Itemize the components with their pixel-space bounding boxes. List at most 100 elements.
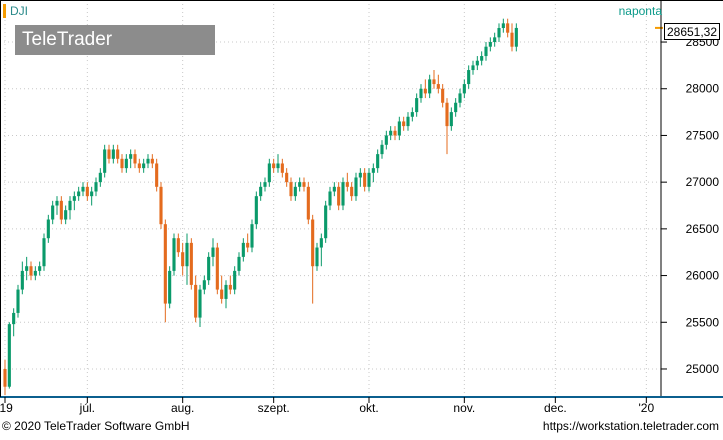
candle-up xyxy=(46,219,50,239)
x-tick-label: aug. xyxy=(171,401,194,415)
candle-up xyxy=(207,256,211,281)
candle-down xyxy=(194,284,198,318)
candle-up xyxy=(33,270,37,276)
candle-up xyxy=(98,172,102,183)
candle-up xyxy=(298,182,302,187)
candle-up xyxy=(64,210,68,220)
candle-up xyxy=(185,242,189,267)
candle-up xyxy=(514,27,518,47)
candle-up xyxy=(237,256,241,271)
y-tick-label: 26000 xyxy=(686,269,720,283)
candle-up xyxy=(103,149,107,173)
candle-up xyxy=(415,98,419,113)
candle-up xyxy=(77,191,81,197)
candle-up xyxy=(25,266,29,271)
candle-up xyxy=(7,324,11,387)
y-tick-label: 26500 xyxy=(686,222,720,236)
y-tick-label: 25000 xyxy=(686,362,720,376)
candle-up xyxy=(319,238,323,248)
x-tick-label: szept. xyxy=(258,401,290,415)
candle-up xyxy=(124,158,128,169)
watermark-brand: TeleTrader xyxy=(22,29,113,50)
candle-up xyxy=(94,182,98,192)
candle-up xyxy=(358,172,362,178)
period-label: naponta xyxy=(618,4,662,18)
x-tick-label: dec. xyxy=(544,401,567,415)
candle-up xyxy=(397,121,401,136)
candle-up xyxy=(406,116,410,127)
candle-down xyxy=(306,186,310,220)
candle-up xyxy=(267,163,271,183)
candle-down xyxy=(181,252,185,267)
candle-up xyxy=(146,158,150,164)
candle-up xyxy=(81,186,85,192)
x-tick-label: okt. xyxy=(359,401,378,415)
candle-down xyxy=(506,23,510,33)
candle-down xyxy=(345,182,349,187)
candle-up xyxy=(90,191,94,197)
candle-up xyxy=(12,312,16,325)
candle-up xyxy=(142,163,146,169)
candle-down xyxy=(402,121,406,127)
candle-down xyxy=(59,200,63,220)
x-tick-label: júl. xyxy=(79,401,95,415)
candle-down xyxy=(29,266,33,276)
candle-up xyxy=(198,289,202,318)
candle-down xyxy=(150,158,154,164)
candle-down xyxy=(441,88,445,103)
candle-up xyxy=(376,154,380,169)
candle-up xyxy=(211,247,215,257)
candle-down xyxy=(220,289,224,299)
y-tick-label: 27000 xyxy=(686,175,720,189)
candle-up xyxy=(42,238,46,267)
candle-down xyxy=(423,88,427,94)
candle-down xyxy=(163,224,167,304)
candle-up xyxy=(484,46,488,57)
candle-down xyxy=(510,32,514,47)
candle-up xyxy=(16,289,20,313)
candle-down xyxy=(107,149,111,159)
candle-down xyxy=(3,368,7,387)
candle-down xyxy=(272,163,276,169)
candle-up xyxy=(332,186,336,192)
candle-up xyxy=(250,224,254,248)
candle-up xyxy=(51,205,55,220)
candle-down xyxy=(280,163,284,173)
candles xyxy=(3,18,663,396)
candle-up xyxy=(497,28,501,38)
candle-up xyxy=(328,191,332,206)
candle-up xyxy=(471,65,475,71)
candle-up xyxy=(38,266,42,271)
candle-down xyxy=(436,84,440,89)
candle-up xyxy=(111,149,115,159)
candle-up xyxy=(501,23,505,29)
candle-down xyxy=(176,238,180,253)
candle-up xyxy=(276,163,280,169)
candle-down xyxy=(246,242,250,248)
candle-up xyxy=(259,186,263,197)
candle-up xyxy=(384,135,388,145)
candle-up xyxy=(354,177,358,197)
candle-up xyxy=(341,182,345,206)
candle-up xyxy=(202,280,206,290)
candle-down xyxy=(137,163,141,169)
x-tick-label: '19 xyxy=(0,401,13,415)
candle-up xyxy=(72,196,76,201)
candle-up xyxy=(458,93,462,103)
y-tick-label: 28000 xyxy=(686,82,720,96)
candle-up xyxy=(315,247,319,267)
watermark-logo: TeleTrader WorkStation xyxy=(15,25,215,80)
candle-up xyxy=(419,88,423,99)
candle-up xyxy=(454,102,458,113)
candle-up xyxy=(20,270,24,290)
candle-up xyxy=(475,60,479,66)
candle-up xyxy=(263,182,267,187)
source-url[interactable]: https://workstation.teletrader.com xyxy=(542,419,719,433)
y-tick-label: 27500 xyxy=(686,128,720,142)
candle-up xyxy=(480,56,484,61)
candle-up xyxy=(241,242,245,257)
candle-up xyxy=(380,144,384,155)
candle-down xyxy=(189,242,193,285)
